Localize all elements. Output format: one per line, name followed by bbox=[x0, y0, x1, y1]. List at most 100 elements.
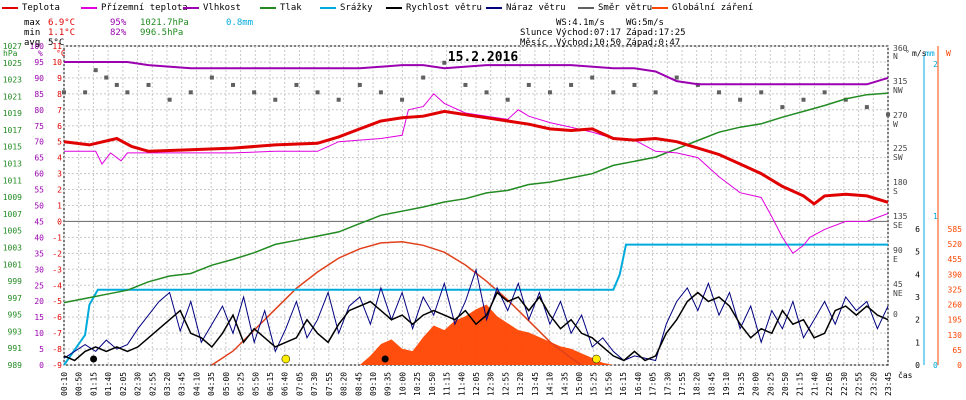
axis-pct-tick: 20 bbox=[34, 297, 44, 306]
axis-hpa-tick: 995 bbox=[8, 311, 23, 320]
mesic-zapad: Západ:0:47 bbox=[626, 38, 681, 48]
axis-hpa-tick: 1015 bbox=[3, 143, 22, 152]
x-tick-label: 07:05 bbox=[295, 372, 304, 396]
moonset-icon bbox=[90, 355, 98, 363]
x-tick-label: 19:10 bbox=[722, 372, 731, 396]
legend-label: Rychlost větru bbox=[406, 3, 482, 13]
axis-dir-tick: 45 bbox=[893, 280, 903, 289]
moonrise-icon bbox=[381, 355, 389, 363]
x-tick-label: 05:00 bbox=[222, 372, 231, 396]
axis-hpa-tick: 1001 bbox=[3, 260, 22, 269]
axis-pct-tick: 50 bbox=[34, 202, 44, 211]
axis-pct-tick: 35 bbox=[34, 249, 44, 258]
dir-point bbox=[315, 90, 320, 95]
axis-dir-tick: NW bbox=[893, 86, 903, 95]
stats-max-rain: 0.8mm bbox=[226, 18, 254, 28]
axis-degc-tick: 7 bbox=[57, 106, 62, 115]
x-axis-label: čas bbox=[898, 370, 913, 380]
axis-dir-tick: 270 bbox=[893, 111, 908, 120]
dir-point bbox=[716, 90, 721, 95]
axis-pct-tick: 75 bbox=[34, 122, 44, 131]
series-srazky bbox=[63, 243, 888, 366]
x-tick-label: 12:30 bbox=[487, 372, 496, 396]
x-tick-label: 01:15 bbox=[89, 372, 98, 396]
axis-ms-tick: 6 bbox=[915, 225, 920, 234]
dir-point bbox=[421, 75, 426, 80]
axis-pct-tick: 60 bbox=[34, 170, 44, 179]
axis-dir-tick: NE bbox=[893, 289, 903, 298]
x-tick-label: 18:45 bbox=[707, 372, 716, 396]
axis-degc-tick: 8 bbox=[57, 90, 62, 99]
x-tick-label: 09:10 bbox=[369, 372, 378, 396]
axis-w-tick: 195 bbox=[948, 316, 963, 325]
dir-point bbox=[83, 90, 88, 95]
x-tick-label: 04:10 bbox=[192, 372, 201, 396]
axis-dir-tick: 360 bbox=[893, 44, 908, 53]
x-tick-label: 06:40 bbox=[281, 372, 290, 396]
x-tick-label: 02:05 bbox=[119, 372, 128, 396]
dir-point bbox=[146, 82, 151, 87]
dir-point bbox=[188, 90, 193, 95]
axis-dir-tick: 0 bbox=[893, 310, 898, 319]
axis-pct-tick: 70 bbox=[34, 138, 44, 147]
axis-dir-tick: SW bbox=[893, 153, 903, 162]
x-tick-label: 22:55 bbox=[855, 372, 864, 396]
x-tick-label: 10:00 bbox=[398, 372, 407, 396]
dir-point bbox=[653, 90, 658, 95]
axis-pct-tick: 85 bbox=[34, 90, 44, 99]
x-tick-label: 02:55 bbox=[148, 372, 157, 396]
axis-hpa-tick: 1003 bbox=[3, 243, 22, 252]
dir-point bbox=[801, 97, 806, 102]
x-tick-label: 23:45 bbox=[884, 372, 893, 396]
stats-temp: 6.9°C 1.1°C 5°C bbox=[48, 18, 75, 48]
x-tick-label: 02:30 bbox=[134, 372, 143, 396]
x-tick-label: 22:05 bbox=[825, 372, 834, 396]
dir-point bbox=[114, 82, 119, 87]
axis-hpa-tick: 1011 bbox=[3, 176, 22, 185]
legend-swatch bbox=[486, 6, 502, 9]
axis-hpa-tick: 1023 bbox=[3, 76, 22, 85]
x-tick-label: 20:00 bbox=[752, 372, 761, 396]
dir-point bbox=[357, 82, 362, 87]
x-tick-label: 10:25 bbox=[413, 372, 422, 396]
stats-avg-label: avg bbox=[24, 38, 41, 48]
stats-min-label: min bbox=[24, 28, 41, 38]
legend-item-smer-vetru: Směr větru bbox=[578, 3, 652, 13]
dir-point bbox=[294, 82, 299, 87]
x-tick-label: 14:35 bbox=[560, 372, 569, 396]
legend-label: Srážky bbox=[340, 3, 373, 13]
axis-pct-tick: 0 bbox=[39, 361, 44, 370]
dir-point bbox=[674, 75, 679, 80]
sunrise-icon bbox=[281, 354, 291, 364]
x-tick-label: 17:05 bbox=[649, 372, 658, 396]
axis-degc-tick: -9 bbox=[52, 361, 62, 370]
axis-hpa-tick: 1005 bbox=[3, 227, 22, 236]
x-tick-label: 07:30 bbox=[310, 372, 319, 396]
dir-point bbox=[864, 105, 869, 110]
x-tick-label: 16:15 bbox=[619, 372, 628, 396]
dir-point bbox=[167, 97, 172, 102]
stats-labels: max min avg bbox=[24, 18, 40, 48]
axis-w-tick: 520 bbox=[948, 240, 963, 249]
x-tick-label: 15:00 bbox=[575, 372, 584, 396]
legend-item-vlhkost: Vlhkost bbox=[183, 3, 241, 13]
stats-min-temp: 1.1°C bbox=[48, 28, 76, 38]
axis-pct-tick: 5 bbox=[39, 345, 44, 354]
legend-swatch bbox=[260, 6, 276, 9]
dir-point bbox=[463, 82, 468, 87]
axis-hpa-tick: 1007 bbox=[3, 210, 22, 219]
x-tick-label: 13:20 bbox=[516, 372, 525, 396]
stats-wg-value: WG:5m/s bbox=[626, 18, 664, 28]
stats-rain: 0.8mm bbox=[226, 18, 253, 28]
axis-hpa-tick: 1009 bbox=[3, 193, 22, 202]
legend-item-tlak: Tlak bbox=[260, 3, 302, 13]
x-tick-label: 00:50 bbox=[75, 372, 84, 396]
axis-degc-tick: -5 bbox=[52, 297, 62, 306]
x-tick-label: 00:10 bbox=[60, 372, 69, 396]
x-tick-label: 19:35 bbox=[737, 372, 746, 396]
axis-hpa-tick: 989 bbox=[8, 361, 23, 370]
legend-item-rychlost-vetru: Rychlost větru bbox=[386, 3, 482, 13]
legend-swatch bbox=[2, 6, 18, 9]
axis-ms-tick: 0 bbox=[915, 361, 920, 370]
axis-ms-tick: 3 bbox=[915, 293, 920, 302]
